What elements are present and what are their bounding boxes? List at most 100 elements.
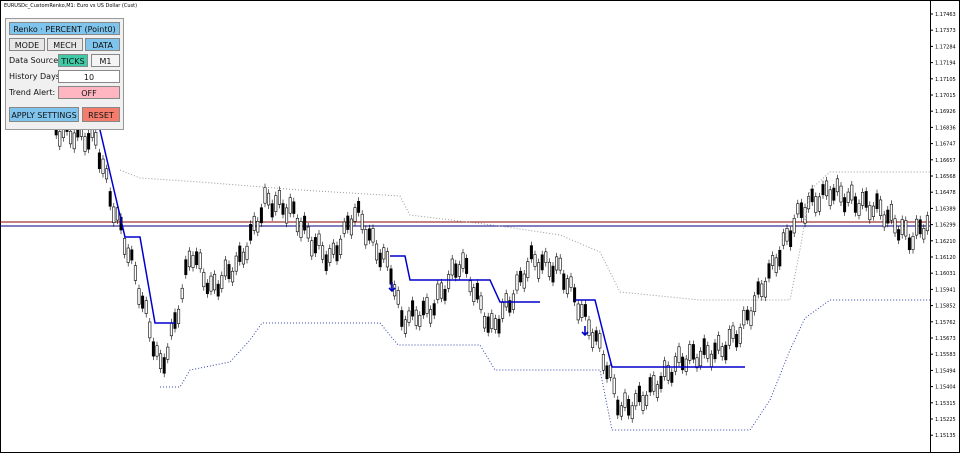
tab-button[interactable]: MODE (9, 38, 45, 51)
option-button[interactable]: M1 (91, 54, 120, 67)
candle (209, 275, 213, 292)
candle (173, 312, 177, 329)
candle (709, 353, 713, 368)
price-label: 1.16120 (935, 255, 956, 261)
candle (882, 214, 886, 228)
candle (879, 199, 883, 216)
candle (360, 213, 364, 230)
candle (364, 229, 368, 246)
candle (159, 353, 163, 369)
candle (407, 310, 411, 323)
candle (274, 195, 278, 212)
candle (263, 187, 267, 204)
candle (58, 131, 62, 147)
candle (663, 360, 667, 377)
option-button[interactable]: TICKS (58, 54, 88, 67)
candle (666, 365, 670, 381)
alert-toggle[interactable]: OFF (58, 86, 120, 99)
down-arrow (388, 282, 396, 293)
candle (378, 252, 382, 268)
candle (763, 280, 767, 298)
candle (630, 405, 634, 420)
candle (551, 265, 555, 283)
candle (796, 203, 800, 215)
candle (735, 334, 739, 348)
candle (767, 263, 771, 279)
candle (587, 319, 591, 336)
candle (609, 364, 613, 378)
tab-button[interactable]: DATA (85, 38, 120, 51)
candle (807, 196, 811, 210)
price-label: 1.15941 (935, 287, 956, 293)
candle (277, 190, 281, 205)
price-label: 1.16210 (935, 239, 956, 245)
price-label: 1.16747 (935, 142, 956, 148)
price-label: 1.17015 (935, 93, 956, 99)
price-label: 1.16926 (935, 109, 956, 115)
price-label: 1.15404 (935, 385, 956, 391)
apply-button[interactable]: APPLY SETTINGS (9, 107, 79, 122)
price-label: 1.16478 (935, 190, 956, 196)
candle (684, 358, 688, 372)
candle (349, 218, 353, 236)
candle (184, 259, 188, 276)
candle (202, 272, 206, 288)
candle (439, 282, 443, 299)
history-input[interactable]: 10 (58, 70, 120, 83)
candle (256, 220, 260, 233)
price-label: 1.15852 (935, 304, 956, 310)
price-label: 1.15225 (935, 417, 956, 423)
candle (335, 245, 339, 262)
candle (342, 221, 346, 234)
candle (180, 287, 184, 300)
candle (573, 287, 577, 303)
candle (177, 308, 181, 324)
candle (385, 251, 389, 268)
candle (357, 200, 361, 213)
candle (472, 287, 476, 302)
candle (673, 356, 677, 372)
candle (148, 321, 152, 339)
panel-title[interactable]: Renko · PERCENT (Point0) ▲ (9, 22, 120, 47)
candle (814, 196, 818, 213)
price-axis: 1.17463 1.17373 1.17284 1.17194 1.17105 1.170… (930, 12, 956, 439)
candle (889, 203, 893, 221)
field-label: History Days: (9, 72, 63, 81)
candle (432, 303, 436, 316)
window-title: EURUSDc_CustomRenko,M1: Euro vs US Dolla… (4, 3, 137, 9)
candle (623, 392, 627, 408)
candle (789, 230, 793, 247)
candle (299, 221, 303, 238)
candle (515, 274, 519, 291)
candle (288, 197, 292, 214)
candle (508, 300, 512, 313)
candle (126, 247, 130, 263)
price-label: 1.15494 (935, 368, 956, 374)
candle (137, 288, 141, 305)
candle (306, 226, 310, 239)
candle (411, 300, 415, 317)
reset-button[interactable]: RESET (82, 107, 120, 122)
price-label: 1.16389 (935, 206, 956, 212)
candle (756, 281, 760, 295)
candle (450, 258, 454, 276)
candle (857, 203, 861, 216)
tab-button[interactable]: MECH (47, 38, 83, 51)
candle (522, 273, 526, 289)
candle (497, 318, 501, 334)
candle (231, 270, 235, 283)
candle (447, 274, 451, 289)
candle (479, 295, 483, 310)
candle (166, 346, 170, 360)
candle (108, 191, 112, 207)
candle (634, 393, 638, 407)
candle (223, 259, 227, 277)
candle (853, 196, 857, 213)
candle (713, 342, 717, 360)
candle (544, 251, 548, 263)
candle (828, 189, 832, 206)
candle (821, 184, 825, 196)
candle (87, 133, 91, 150)
candle (339, 238, 343, 255)
